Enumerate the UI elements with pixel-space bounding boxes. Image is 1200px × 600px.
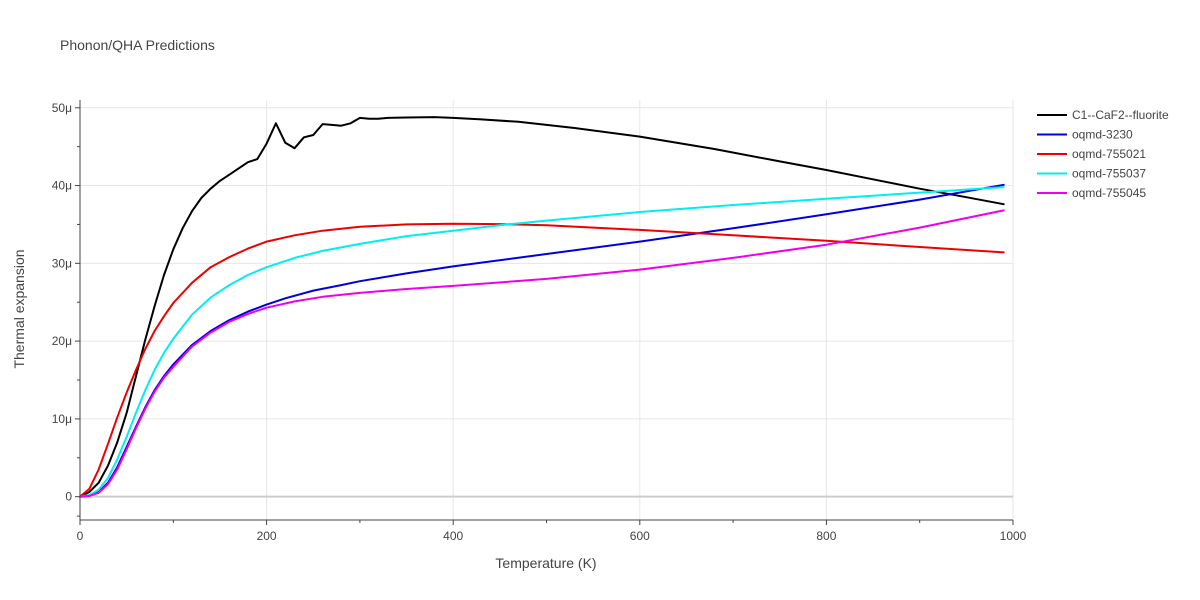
series-line-oqmd-755045 (79, 209, 1005, 498)
axes (75, 100, 1014, 525)
legend-item[interactable]: oqmd-755021 (1037, 147, 1146, 161)
x-tick-label: 400 (443, 529, 463, 543)
legend-item[interactable]: C1--CaF2--fluorite (1037, 108, 1169, 122)
y-axis-title: Thermal expansion (11, 249, 27, 368)
series-line-oqmd-755037 (79, 186, 1005, 498)
legend-label: C1--CaF2--fluorite (1072, 108, 1169, 122)
grid (80, 100, 1014, 520)
x-tick-label: 1000 (1000, 529, 1027, 543)
series-group (79, 116, 1005, 498)
y-tick-label: 30μ (52, 256, 72, 270)
x-tick-label: 600 (630, 529, 650, 543)
series-line-oqmd-755021 (79, 222, 1005, 498)
tick-labels: 0 200 400 600 800 1000 0 10μ 20μ 30μ 40μ 50μ (52, 101, 1027, 543)
y-tick-label: 10μ (52, 412, 72, 426)
y-tick-label: 40μ (52, 179, 72, 193)
x-tick-label: 800 (816, 529, 836, 543)
y-tick-label: 0 (65, 490, 72, 504)
x-tick-label: 0 (77, 529, 84, 543)
series-line-c1-caf2-fluorite (79, 116, 1005, 498)
legend-item[interactable]: oqmd-755037 (1037, 167, 1146, 181)
x-axis-title: Temperature (K) (495, 555, 596, 571)
legend[interactable]: C1--CaF2--fluorite oqmd-3230 oqmd-755021 oq… (1037, 108, 1169, 200)
y-tick-label: 20μ (52, 334, 72, 348)
chart-title: Phonon/QHA Predictions (60, 37, 215, 53)
legend-label: oqmd-755021 (1072, 147, 1146, 161)
legend-item[interactable]: oqmd-3230 (1037, 128, 1133, 142)
legend-label: oqmd-755045 (1072, 186, 1146, 200)
y-tick-label: 50μ (52, 101, 72, 115)
x-tick-label: 200 (257, 529, 277, 543)
legend-item[interactable]: oqmd-755045 (1037, 186, 1146, 200)
legend-label: oqmd-755037 (1072, 167, 1146, 181)
legend-label: oqmd-3230 (1072, 128, 1133, 142)
